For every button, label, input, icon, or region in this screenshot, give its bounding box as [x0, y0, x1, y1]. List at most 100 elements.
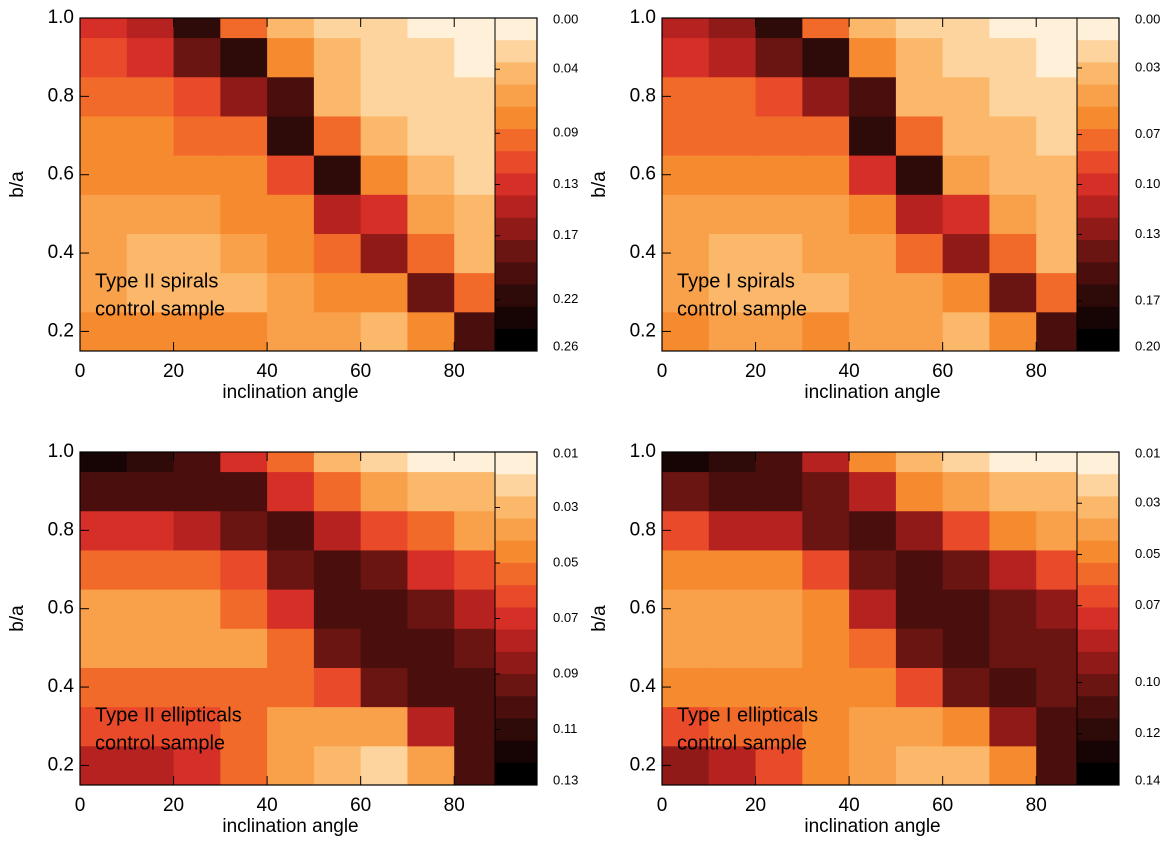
contour-cell: [313, 706, 362, 747]
contour-cell: [802, 233, 850, 274]
contour-cell: [313, 194, 362, 234]
contour-cell: [267, 233, 315, 274]
contour-cell: [126, 272, 175, 313]
contour-cell: [80, 37, 128, 78]
contour-cell: [1036, 510, 1084, 551]
x-tick-label: 60: [932, 795, 953, 816]
contour-cell: [407, 155, 455, 195]
contour-cell: [1036, 155, 1084, 195]
contour-cell: [849, 155, 897, 195]
contour-cell: [989, 589, 1037, 629]
contour-cell: [755, 155, 803, 195]
contour-cell: [313, 452, 362, 473]
contour-cell: [802, 628, 850, 668]
contour-cell: [220, 18, 268, 39]
colorbar-band: [495, 262, 537, 285]
colorbar-band: [1077, 328, 1119, 352]
contour-cell: [313, 115, 362, 156]
contour-cell: [360, 115, 408, 156]
colorbar-band: [1077, 151, 1119, 174]
contour-cell: [80, 706, 128, 747]
contour-cell: [1036, 233, 1084, 274]
y-axis-label: b/a: [7, 605, 28, 632]
contour-cell: [220, 628, 268, 668]
contour-cell: [80, 549, 128, 590]
colorbar-tick-label: 0.07: [1135, 597, 1160, 612]
contour-cell: [708, 549, 757, 590]
contour-cell: [708, 194, 757, 234]
contour-cell: [126, 549, 175, 590]
contour-cell: [80, 272, 128, 313]
colorbar-band: [495, 540, 537, 564]
colorbar-tick-label: 0.03: [553, 499, 578, 514]
contour-cell: [220, 452, 268, 473]
contour-cell: [313, 76, 362, 117]
contour-cell: [1036, 549, 1084, 590]
contour-cell: [708, 745, 757, 786]
y-tick-label: 0.4: [630, 676, 657, 697]
contour-cell: [849, 272, 897, 313]
y-tick-label: 0.2: [630, 320, 656, 341]
x-tick-label: 60: [932, 361, 953, 382]
colorbar-band: [495, 62, 537, 86]
contour-cell: [407, 706, 455, 747]
colorbar-band: [495, 151, 537, 174]
contour-cell: [755, 194, 803, 234]
contour-cell: [708, 311, 757, 352]
annotation: control sample: [677, 732, 807, 754]
contour-cell: [1036, 745, 1084, 786]
colorbar-band: [1077, 84, 1119, 108]
contour-cell: [267, 706, 315, 747]
contour-cell: [454, 194, 502, 234]
y-tick-label: 0.2: [48, 754, 74, 775]
contour-cell: [802, 745, 850, 786]
colorbar-tick-label: 0.07: [1135, 126, 1160, 141]
contour-cell: [267, 589, 315, 629]
colorbar-band: [1077, 674, 1119, 697]
colorbar-tick-label: 0.20: [1135, 338, 1160, 353]
contour-cell: [1036, 471, 1084, 512]
contour-cell: [895, 37, 944, 78]
contour-cell: [173, 745, 221, 786]
contour-cell: [454, 18, 502, 39]
contour-cell: [267, 272, 315, 313]
contour-cell: [360, 76, 408, 117]
colorbar-band: [1077, 306, 1119, 330]
contour-cell: [708, 510, 757, 551]
contour-cell: [895, 272, 944, 313]
contour-cell: [126, 194, 175, 234]
contour-cell: [313, 471, 362, 512]
contour-cell: [220, 510, 268, 551]
contour-cell: [849, 628, 897, 668]
contour-cell: [849, 706, 897, 747]
colorbar-band: [495, 607, 537, 631]
contour-cell: [755, 311, 803, 352]
contour-cell: [1036, 311, 1084, 352]
contour-cell: [360, 549, 408, 590]
contour-cell: [849, 194, 897, 234]
contour-cell: [454, 452, 502, 473]
colorbar-tick-label: 0.07: [553, 610, 578, 625]
contour-cell: [849, 311, 897, 352]
y-tick-label: 0.8: [48, 85, 74, 106]
colorbar-tick-label: 0.01: [1135, 445, 1160, 460]
contour-cell: [755, 272, 803, 313]
contour-cell: [360, 233, 408, 274]
contour-cell: [1036, 589, 1084, 629]
colorbar-band: [1077, 452, 1119, 475]
contour-cell: [895, 589, 944, 629]
contour-cell: [942, 233, 990, 274]
colorbar-band: [1077, 563, 1119, 586]
contour-cell: [126, 706, 175, 747]
colorbar-band: [1077, 496, 1119, 520]
contour-cell: [173, 76, 221, 117]
y-axis-label: b/a: [589, 605, 610, 632]
contour-cell: [895, 549, 944, 590]
contour-cell: [895, 76, 944, 117]
contour-cell: [126, 745, 175, 786]
colorbar-tick-label: 0.09: [553, 665, 578, 680]
contour-cell: [895, 471, 944, 512]
x-tick-label: 20: [163, 361, 184, 382]
x-tick-label: 60: [350, 795, 371, 816]
contour-cell: [802, 18, 850, 39]
